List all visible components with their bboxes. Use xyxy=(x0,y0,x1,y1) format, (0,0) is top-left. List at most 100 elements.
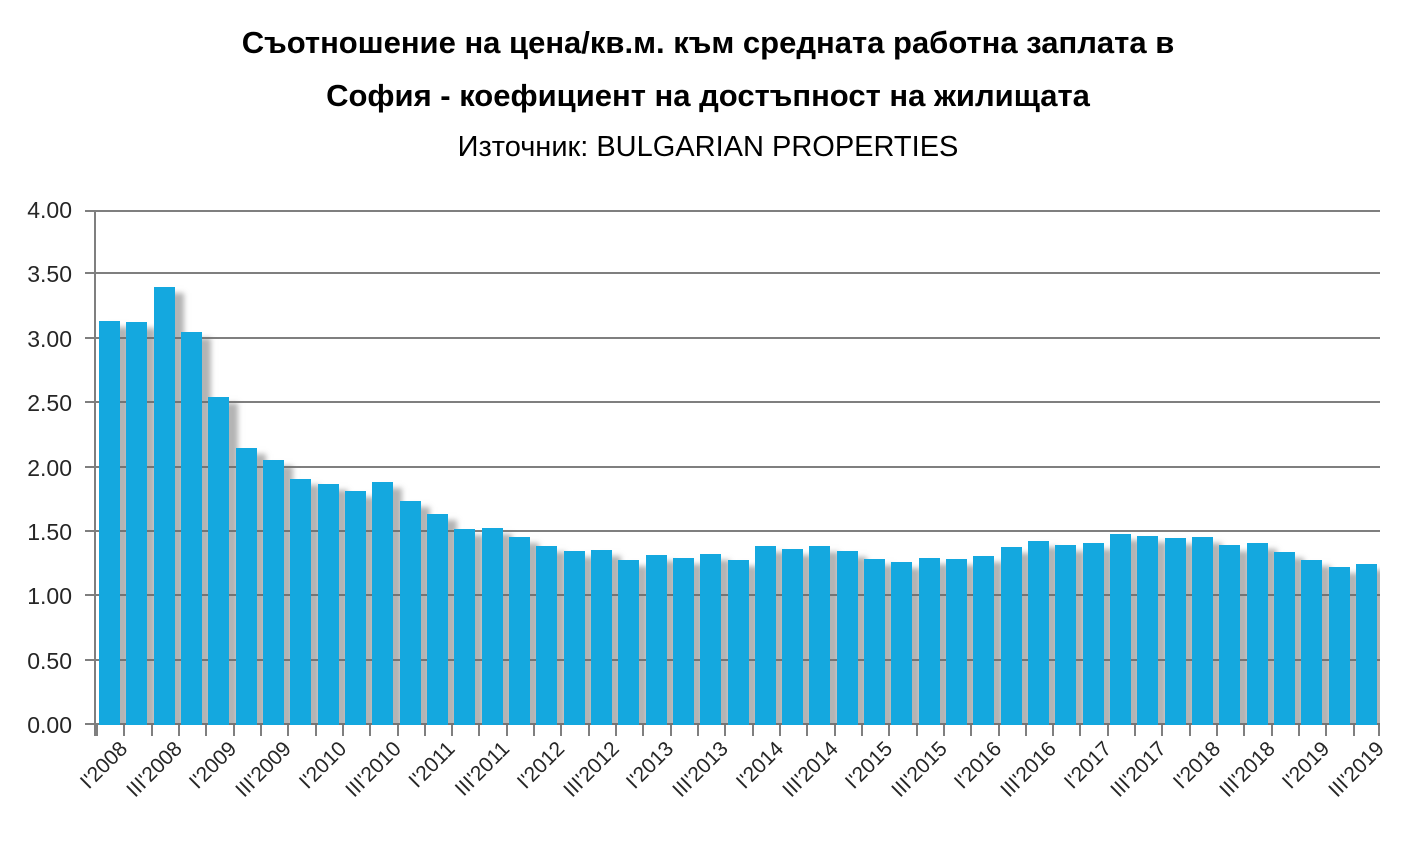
y-axis-tick xyxy=(85,401,95,404)
bar-III'2010 xyxy=(372,481,394,725)
x-axis-tick xyxy=(533,725,536,736)
x-axis-tick xyxy=(369,725,372,736)
y-tick-label: 3.00 xyxy=(27,325,72,352)
x-axis-tick xyxy=(997,725,1000,736)
bar-II'2008 xyxy=(126,322,148,725)
x-axis-tick xyxy=(1243,725,1246,736)
x-axis-tick xyxy=(1188,725,1191,736)
gridline xyxy=(96,210,1380,212)
bar-II'2015 xyxy=(891,561,913,725)
x-axis-tick xyxy=(505,725,508,736)
x-axis-tick xyxy=(1079,725,1082,736)
gridline xyxy=(96,465,1380,468)
gridline xyxy=(96,529,1380,532)
y-axis-labels: 0.00 0.50 1.00 1.50 2.00 2.50 3.00 3.50 4.00 xyxy=(0,197,78,750)
bar-II'2010 xyxy=(345,490,367,725)
bar-I'2014 xyxy=(754,546,776,725)
x-axis-tick xyxy=(1106,725,1109,736)
y-axis-tick xyxy=(85,658,95,661)
plot-area xyxy=(96,210,1380,725)
y-axis-ticks xyxy=(85,210,96,736)
bar-III'2008 xyxy=(153,287,175,725)
x-tick-label: III'2009 xyxy=(231,737,297,802)
bar-III'2015 xyxy=(918,557,940,725)
gridline xyxy=(96,401,1380,404)
y-axis-tick xyxy=(85,336,95,339)
x-tick-label: III'2014 xyxy=(778,737,843,802)
bar-III'2013 xyxy=(700,553,722,725)
x-axis-tick xyxy=(778,725,781,736)
x-axis-tick xyxy=(1298,725,1301,736)
x-axis-tick xyxy=(314,725,317,736)
x-axis-tick xyxy=(970,725,973,736)
bar-IV'2018 xyxy=(1273,552,1295,725)
x-axis-tick xyxy=(1024,725,1027,736)
y-tick-label: 3.50 xyxy=(27,261,72,288)
x-axis-tick xyxy=(1270,725,1273,736)
y-axis-tick xyxy=(85,272,95,275)
x-axis-tick xyxy=(1134,725,1137,736)
bar-I'2013 xyxy=(645,555,667,725)
x-tick-label: III'2013 xyxy=(668,737,734,802)
x-axis-tick xyxy=(1052,725,1055,736)
x-axis-tick xyxy=(1216,725,1219,736)
bar-II'2016 xyxy=(1000,547,1022,725)
x-axis-labels: I'2008 III'2008 I'2009 III'2009 I'2010 III'20… xyxy=(76,737,1389,843)
bar-IV'2009 xyxy=(290,479,312,725)
y-axis-line xyxy=(94,210,96,736)
y-tick-label: 1.50 xyxy=(27,518,72,545)
bar-III'2018 xyxy=(1246,543,1268,725)
y-tick-label: 2.00 xyxy=(27,454,72,481)
x-axis-tick xyxy=(888,725,891,736)
bar-III'2011 xyxy=(481,528,503,725)
x-axis-tick xyxy=(177,725,180,736)
x-axis-tick xyxy=(587,725,590,736)
x-axis-tick xyxy=(1325,725,1328,736)
x-axis-tick xyxy=(942,725,945,736)
x-tick-label: III'2017 xyxy=(1105,737,1171,802)
bar-II'2009 xyxy=(235,448,257,725)
bar-I'2008 xyxy=(99,320,121,725)
bar-IV'2017 xyxy=(1164,538,1186,725)
bar-III'2014 xyxy=(809,546,831,725)
x-tick-label: III'2012 xyxy=(559,737,624,802)
x-tick-label: III'2016 xyxy=(996,737,1062,802)
x-axis-tick xyxy=(860,725,863,736)
x-tick-label: III'2010 xyxy=(340,737,406,802)
x-axis-tick xyxy=(232,725,235,736)
bar-IV'2016 xyxy=(1055,544,1077,725)
x-axis-tick xyxy=(396,725,399,736)
bar-I'2017 xyxy=(1082,543,1104,725)
bar-IV'2015 xyxy=(946,558,968,725)
bar-II'2018 xyxy=(1219,544,1241,725)
x-axis-tick xyxy=(259,725,262,736)
bar-III'2009 xyxy=(263,459,285,725)
bar-II'2011 xyxy=(454,529,476,725)
bar-IV'2014 xyxy=(836,551,858,725)
x-axis-tick xyxy=(123,725,126,736)
bar-II'2013 xyxy=(672,557,694,725)
x-axis-tick xyxy=(669,725,672,736)
y-axis-tick xyxy=(85,465,95,468)
bar-IV'2011 xyxy=(508,537,530,725)
x-axis-tick xyxy=(833,725,836,736)
x-axis-tick xyxy=(341,725,344,736)
x-axis-tick xyxy=(150,725,153,736)
x-axis-tick xyxy=(806,725,809,736)
bar-IV'2013 xyxy=(727,560,749,725)
bar-II'2014 xyxy=(782,548,804,725)
x-tick-label: III'2015 xyxy=(887,737,952,802)
bar-I'2012 xyxy=(536,546,558,725)
x-axis-ticks xyxy=(96,725,1380,737)
x-axis-tick xyxy=(423,725,426,736)
x-axis-tick xyxy=(287,725,290,736)
x-tick-label: III'2008 xyxy=(122,737,187,802)
x-axis-tick xyxy=(697,725,700,736)
y-axis-tick xyxy=(85,529,95,532)
bar-I'2010 xyxy=(317,484,339,725)
bar-I'2009 xyxy=(208,396,230,725)
x-axis-tick xyxy=(1352,725,1355,736)
x-tick-label: III'2019 xyxy=(1324,737,1389,802)
bar-III'2019 xyxy=(1355,564,1377,725)
